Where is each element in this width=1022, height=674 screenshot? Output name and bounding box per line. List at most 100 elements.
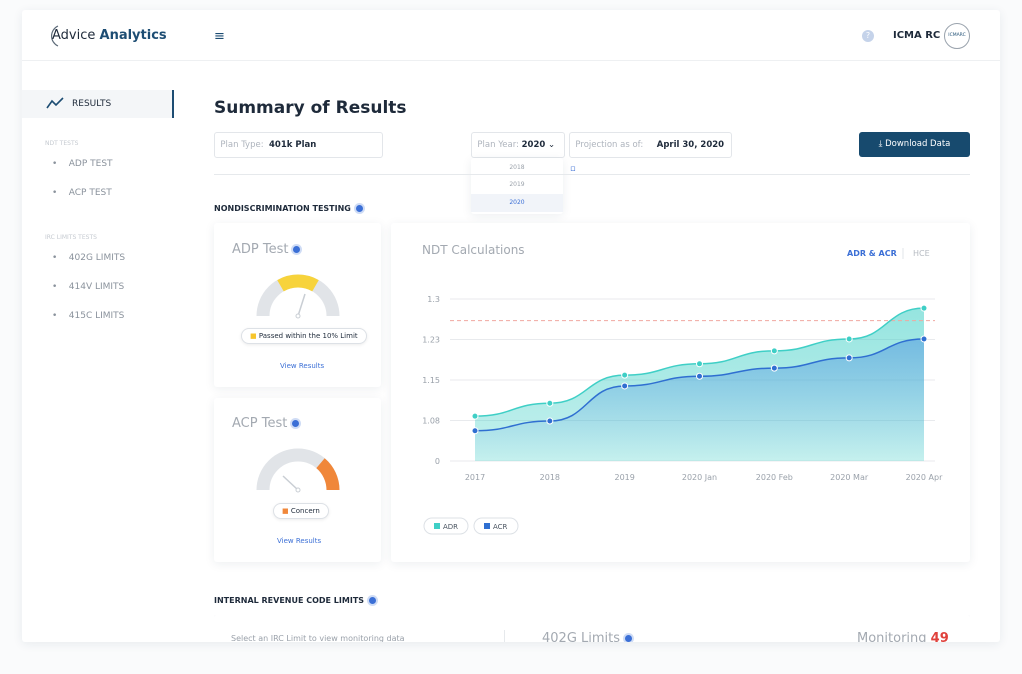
data-point <box>770 364 778 372</box>
irc-title: 402G Limits <box>542 631 633 642</box>
legend-swatch <box>484 523 490 529</box>
text: 402G Limits <box>542 631 621 642</box>
acp-gauge <box>256 448 340 493</box>
monitoring-value: 49 <box>930 631 949 642</box>
data-point <box>845 335 853 343</box>
data-point <box>621 371 629 379</box>
nav-item[interactable]: ADP TEST <box>68 159 113 169</box>
data-point <box>546 399 554 407</box>
logo-light: Advice <box>52 28 96 43</box>
card-title: ACP Test <box>232 416 300 431</box>
nav-group-title: NDT TESTS <box>45 140 79 147</box>
plan-year-select[interactable]: Plan Year: 2020 ⌄ <box>471 132 565 158</box>
logo-mark <box>50 25 59 47</box>
nav-active[interactable] <box>22 90 174 118</box>
data-point <box>920 335 928 343</box>
data-point <box>621 382 629 390</box>
value: 401k Plan <box>269 140 317 150</box>
x-tick-label: 2020 Feb <box>756 473 793 482</box>
help-icon[interactable]: ? <box>862 30 874 42</box>
section-title: INTERNAL REVENUE CODE LIMITS <box>214 596 377 605</box>
value: April 30, 2020 <box>656 140 725 150</box>
data-point <box>845 354 853 362</box>
logo-bold: Analytics <box>99 28 167 43</box>
status-pill: ■ Concern <box>273 503 329 519</box>
text: Passed within the 10% Limit <box>258 332 358 340</box>
logo: Advice Analytics <box>52 28 167 43</box>
divider <box>214 174 970 175</box>
nav-group-title: IRC LIMITS TESTS <box>45 234 97 241</box>
irc-card <box>214 615 970 642</box>
button-label: Download Data <box>885 139 951 149</box>
page-title: Summary of Results <box>214 98 407 118</box>
text: INTERNAL REVENUE CODE LIMITS <box>214 596 365 605</box>
chart-tab[interactable]: HCE <box>913 249 930 258</box>
view-results-link[interactable]: View Results <box>280 362 325 370</box>
data-point <box>471 427 479 435</box>
text: NONDISCRIMINATION TESTING <box>214 204 351 213</box>
label: Projection as of: <box>575 140 644 150</box>
legend-item[interactable]: ADR <box>423 517 469 535</box>
value: 2020 <box>521 140 546 150</box>
option[interactable]: 2019 <box>509 181 525 188</box>
status-pill: ■ Passed within the 10% Limit <box>241 328 367 344</box>
x-tick-label: 2018 <box>540 473 560 482</box>
avatar[interactable]: ICMARC <box>944 23 970 49</box>
irc-prompt: Select an IRC Limit to view monitoring d… <box>231 634 405 642</box>
nav-item[interactable]: 402G LIMITS <box>68 253 126 263</box>
legend-item[interactable]: ACR <box>473 517 519 535</box>
menu-toggle[interactable]: ≡ <box>214 29 225 44</box>
chart: NDT Calculations ADR & ACR HCE 0 1.08 1.15… <box>422 243 943 535</box>
y-tick-label: 1.3 <box>427 295 440 304</box>
data-point <box>696 372 703 380</box>
data-point <box>471 412 479 420</box>
irc-card-clip: Select an IRC Limit to view monitoring d… <box>214 615 970 642</box>
data-point <box>770 347 778 355</box>
nav-item[interactable]: 414V LIMITS <box>68 282 125 292</box>
text: ACP Test <box>232 416 288 431</box>
view-results-link[interactable]: View Results <box>277 537 322 545</box>
plan-type-select[interactable]: Plan Type: 401k Plan <box>214 132 383 158</box>
x-tick-label: 2017 <box>465 473 485 482</box>
label: Plan Year: <box>477 140 519 150</box>
download-button[interactable]: ⤓ Download Data <box>859 132 970 157</box>
y-tick-label: 1.08 <box>422 417 440 426</box>
nav-item[interactable]: RESULTS <box>72 99 112 109</box>
legend-label: ACR <box>493 523 508 531</box>
data-point <box>920 304 928 312</box>
x-tick-label: 2020 Mar <box>830 473 869 482</box>
user-name[interactable]: ICMA RC <box>893 30 941 41</box>
nav-item[interactable]: ACP TEST <box>68 188 112 198</box>
projection-date[interactable]: Projection as of: April 30, 2020 ▫ <box>569 132 732 174</box>
nav-item[interactable]: 415C LIMITS <box>68 311 125 321</box>
label: Plan Type: <box>220 140 264 150</box>
y-tick-label: 0 <box>435 457 440 466</box>
x-tick-label: 2019 <box>614 473 634 482</box>
option[interactable]: 2018 <box>509 164 525 171</box>
data-point <box>696 360 703 368</box>
legend-label: ADR <box>443 523 458 531</box>
legend-pill <box>473 517 519 535</box>
divider <box>504 630 505 642</box>
area <box>475 338 924 461</box>
y-tick-label: 1.15 <box>422 376 440 385</box>
legend-pill <box>423 517 469 535</box>
data-point <box>546 417 554 425</box>
x-tick-label: 2020 Apr <box>906 473 943 482</box>
header-divider <box>22 60 1000 61</box>
monitoring: Monitoring 49 <box>857 631 949 642</box>
adp-gauge <box>256 274 340 319</box>
text: Monitoring <box>857 631 927 642</box>
option[interactable]: 2020 <box>471 194 563 212</box>
chart-title: NDT Calculations <box>422 243 525 257</box>
text: Concern <box>290 507 320 515</box>
text: ADP Test <box>232 242 289 257</box>
nav-icon <box>46 97 64 109</box>
card-title: ADP Test <box>232 242 301 257</box>
section-title: NONDISCRIMINATION TESTING <box>214 204 363 213</box>
chart-tab[interactable]: ADR & ACR <box>847 249 897 258</box>
y-tick-label: 1.23 <box>422 336 440 345</box>
year-dropdown: 2018 2019 2020 <box>471 158 563 214</box>
legend-swatch <box>434 523 440 529</box>
